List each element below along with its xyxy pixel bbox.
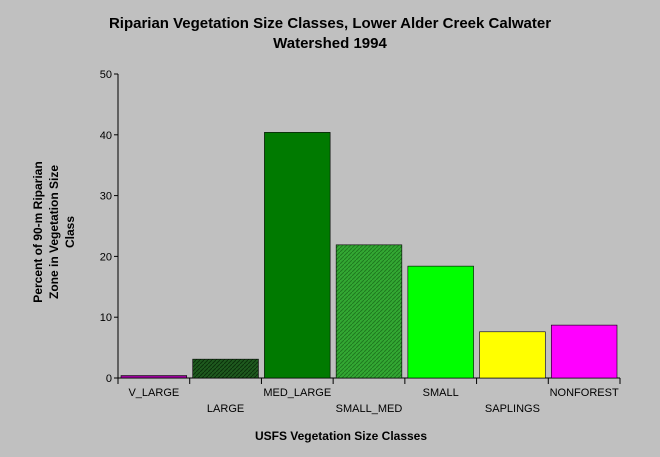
- y-axis-title-line: Percent of 90-m Riparian: [31, 161, 45, 302]
- x-tick-label: NONFOREST: [550, 387, 619, 399]
- y-axis-title: Percent of 90-m Riparian Zone in Vegetati…: [31, 161, 77, 302]
- bar-v-large: [120, 375, 188, 379]
- x-tick-label: SMALL: [423, 387, 459, 399]
- chart-title-line-1: Riparian Vegetation Size Classes, Lower …: [108, 15, 552, 32]
- bar-med-large: [264, 132, 331, 379]
- bar-large: [192, 358, 259, 379]
- x-tick-label: SMALL_MED: [336, 403, 403, 415]
- bar-small-med: [335, 244, 403, 379]
- x-axis-ticks: V_LARGE LARGE MED_LARGE SMALL_MED SMALL SAPLI…: [117, 378, 621, 415]
- y-tick-label: 0: [106, 373, 112, 385]
- chart-title: Riparian Vegetation Size Classes, Lower …: [0, 14, 660, 54]
- y-axis-ticks: 0 10 20 30 40 50: [100, 69, 118, 385]
- bar-nonforest: [550, 324, 618, 379]
- x-tick-label: LARGE: [207, 403, 244, 415]
- y-axis-title-line: Zone in Vegetation Size: [47, 165, 61, 299]
- y-axis-title-line: Class: [63, 216, 77, 248]
- x-tick-label: SAPLINGS: [485, 403, 540, 415]
- y-tick-label: 20: [100, 251, 112, 263]
- y-tick-label: 40: [100, 130, 112, 142]
- chart-title-line-2: Watershed 1994: [273, 35, 387, 52]
- bar-small: [407, 265, 474, 379]
- x-axis-title: USFS Vegetation Size Classes: [255, 429, 427, 443]
- bars: [120, 132, 618, 379]
- bar-saplings: [479, 331, 546, 379]
- x-tick-label: V_LARGE: [128, 387, 179, 399]
- plot-area: 0 10 20 30 40 50 V_LARGE LARGE MED_LARGE SMALL_M…: [100, 69, 621, 415]
- x-tick-label: MED_LARGE: [263, 387, 331, 399]
- y-tick-label: 10: [100, 312, 112, 324]
- y-tick-label: 50: [100, 69, 112, 81]
- y-tick-label: 30: [100, 191, 112, 203]
